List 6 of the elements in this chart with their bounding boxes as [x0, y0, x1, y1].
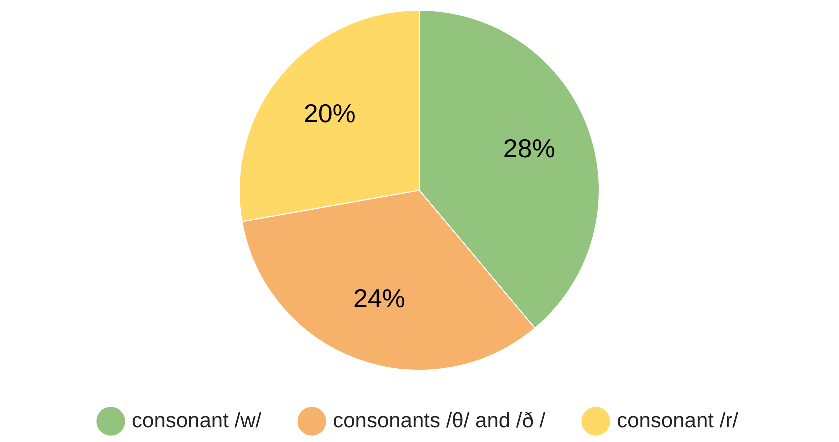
data-label: 28%	[503, 134, 556, 164]
data-label: 20%	[304, 98, 356, 128]
legend-label: consonant /r/	[617, 409, 739, 432]
legend-label: consonants /θ/ and /ð /	[333, 409, 546, 432]
data-label: 24%	[353, 284, 406, 314]
legend-label: consonant /w/	[132, 409, 262, 432]
